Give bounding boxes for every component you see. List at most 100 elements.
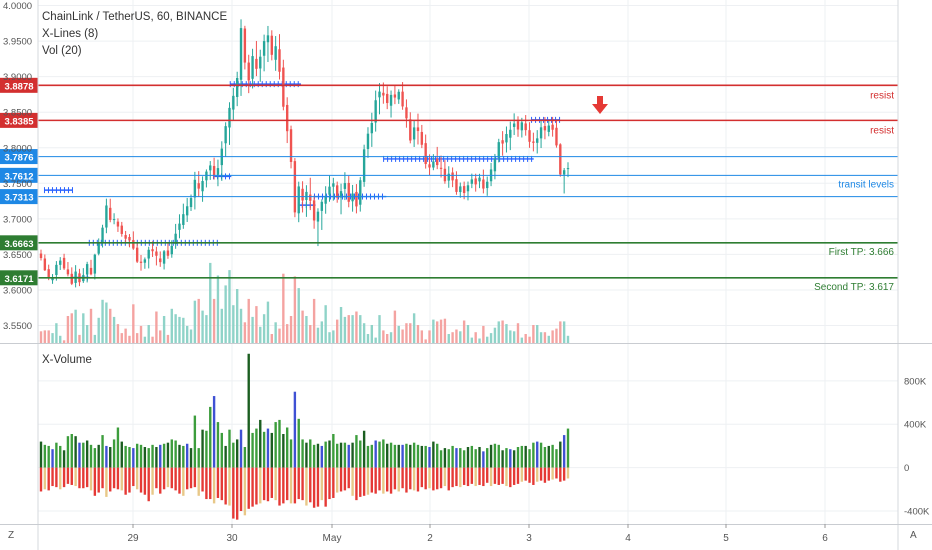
x-volume-negative-bar: [93, 467, 97, 496]
volume-bar: [386, 334, 389, 343]
level-price-tag: [0, 235, 38, 251]
price-tick-label: 3.9500: [3, 37, 32, 48]
x-volume-negative-bar: [124, 467, 127, 495]
volume-bar: [528, 336, 531, 343]
volume-bar: [47, 330, 50, 343]
symbol-title[interactable]: ChainLink / TetherUS, 60, BINANCE: [42, 11, 228, 23]
level-note: Second TP: 3.617: [814, 282, 894, 293]
x-volume-positive-bar: [512, 450, 516, 468]
volume-bar: [159, 330, 162, 343]
volume-bar: [351, 315, 354, 343]
volume-bar: [501, 320, 504, 343]
volume-bar: [124, 328, 127, 343]
level-price-label: 3.8878: [4, 81, 33, 92]
candlesticks: [39, 19, 570, 288]
x-volume-positive-bar: [189, 448, 193, 468]
volume-bar: [520, 337, 524, 343]
candle-body: [512, 123, 516, 127]
candle-body: [555, 127, 558, 146]
x-volume-positive-bar: [401, 444, 404, 468]
candle-body: [143, 259, 147, 263]
x-volume-negative-bar: [393, 467, 397, 490]
price-tick-label: 3.5500: [3, 321, 32, 332]
x-volume-positive-bar: [489, 444, 493, 468]
xvolume-pane-label[interactable]: X-Volume: [42, 354, 92, 366]
volume-bar: [339, 307, 343, 343]
xlines-legend[interactable]: X-Lines (8): [42, 28, 99, 40]
timezone-button[interactable]: Z: [8, 530, 15, 541]
volume-bar: [212, 298, 216, 343]
level-price-tag: [0, 77, 38, 93]
x-volume-negative-bar: [416, 467, 420, 492]
x-volume-negative-bar: [378, 467, 381, 491]
x-volume-positive-bar: [112, 439, 116, 468]
candle-body: [255, 58, 258, 69]
x-volume-positive-bar: [151, 444, 154, 468]
x-volume-negative-bar: [197, 467, 200, 496]
level-price-label: 3.6663: [4, 239, 33, 250]
x-volume-positive-bar: [397, 444, 400, 468]
candle-body: [505, 134, 508, 143]
x-volume-positive-bar: [212, 396, 216, 468]
candle-body: [436, 158, 439, 166]
x-volume-bars: [39, 353, 570, 520]
time-tick-label: 3: [526, 533, 532, 544]
volume-bar: [486, 336, 489, 343]
volume-bar: [424, 339, 427, 343]
auto-scale-button[interactable]: A: [910, 530, 917, 541]
x-volume-negative-bar: [116, 467, 120, 490]
candle-body: [266, 35, 270, 43]
volume-bar: [262, 314, 266, 343]
candle-body: [139, 261, 143, 263]
price-tick-label: 3.8000: [3, 143, 32, 154]
x-volume-negative-bar: [255, 467, 258, 505]
x-volume-positive-bar: [166, 442, 170, 468]
volume-bar: [266, 301, 270, 343]
volume-legend[interactable]: Vol (20): [42, 45, 82, 57]
x-volume-negative-bar: [436, 467, 439, 490]
x-volume-positive-bar: [524, 445, 527, 468]
candle-body: [235, 77, 239, 97]
candle-body: [462, 186, 466, 193]
x-volume-positive-bar: [89, 444, 93, 468]
x-volume-positive-bar: [220, 432, 223, 468]
x-volume-positive-bar: [516, 447, 520, 468]
volume-bar: [193, 300, 197, 343]
x-volume-negative-bar: [332, 467, 335, 498]
candle-body: [293, 161, 297, 213]
x-volume-negative-bar: [366, 467, 370, 495]
volume-bar: [278, 328, 281, 343]
volume-bar: [155, 311, 158, 343]
x-volume-positive-bar: [339, 442, 343, 468]
candle-body: [147, 249, 150, 259]
candle-body: [351, 193, 354, 202]
x-volume-positive-bar: [455, 448, 458, 468]
x-volume-negative-bar: [336, 467, 339, 493]
volume-bar: [405, 323, 408, 343]
volume-bar: [59, 335, 62, 343]
price-tick-label: 3.7000: [3, 214, 32, 225]
volume-bar: [555, 328, 558, 343]
x-volume-positive-bar: [355, 435, 358, 468]
x-volume-positive-bar: [139, 444, 143, 468]
candle-body: [524, 123, 527, 131]
candle-body: [182, 214, 185, 225]
candle-body: [516, 121, 520, 130]
price-tick-label: 3.6000: [3, 285, 32, 296]
candle-body: [301, 188, 304, 201]
x-volume-negative-bar: [189, 467, 193, 489]
volume-bar: [205, 315, 208, 343]
x-volume-negative-bar: [489, 467, 493, 487]
x-volume-negative-bar: [455, 467, 458, 487]
candle-body: [547, 125, 550, 132]
x-volume-negative-bar: [112, 467, 116, 489]
x-volume-positive-bar: [497, 444, 500, 468]
x-volume-negative-bar: [536, 467, 539, 482]
time-tick-label: May: [323, 533, 342, 544]
volume-bar: [474, 332, 477, 343]
volume-bar: [232, 305, 235, 343]
volume-bar: [220, 308, 223, 343]
x-volume-negative-bar: [493, 467, 497, 484]
